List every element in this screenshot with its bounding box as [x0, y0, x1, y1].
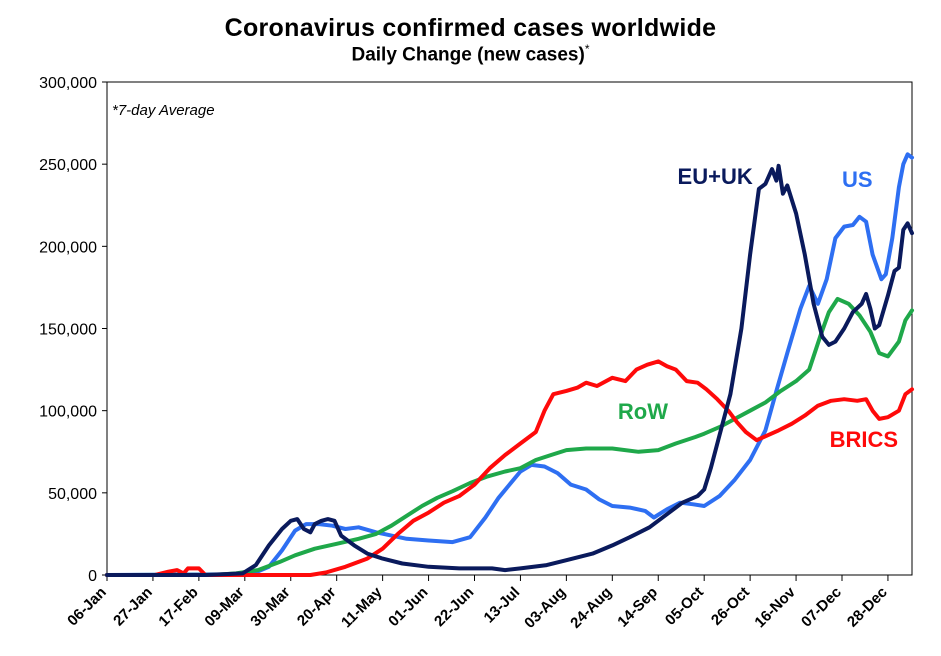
subtitle-footnote-mark: * — [584, 42, 590, 56]
x-tick-label: 14-Sep — [614, 584, 661, 631]
series-line-us — [105, 152, 914, 577]
chart-title: Coronavirus confirmed cases worldwide — [224, 14, 717, 42]
series-label-us: US — [842, 167, 873, 192]
x-tick-label: 01-Jun — [385, 584, 431, 630]
x-tick-label: 28-Dec — [844, 584, 891, 631]
x-tick-label: 20-Apr — [294, 584, 340, 630]
plot-area — [106, 81, 913, 576]
y-tick-label: 100,000 — [39, 404, 97, 421]
series-line-brics — [105, 359, 914, 577]
x-tick-label: 11-May — [338, 583, 386, 631]
average-note: *7-day Average — [112, 102, 215, 119]
series-labels: EU+UK US RoW BRICS — [618, 164, 898, 452]
series-label-euuk: EU+UK — [678, 164, 753, 189]
x-tick-label: 30-Mar — [247, 584, 293, 630]
series-label-brics: BRICS — [830, 427, 898, 452]
x-tick-label: 13-Jul — [481, 584, 524, 627]
chart-subtitle-text: Daily Change (new cases) — [351, 44, 585, 66]
series-label-row: RoW — [618, 399, 668, 424]
x-tick-label: 09-Mar — [201, 584, 247, 630]
x-tick-label: 16-Nov — [751, 583, 799, 631]
y-tick-label: 300,000 — [39, 75, 97, 92]
y-tick-label: 150,000 — [39, 322, 97, 339]
x-tick-label: 24-Aug — [567, 584, 615, 632]
x-axis: 06-Jan 27-Jan 17-Feb 09-Mar 30-Mar 20-Apr11-M… — [64, 575, 891, 632]
x-tick-label: 22-Jun — [431, 584, 477, 630]
x-tick-label: 07-Dec — [798, 584, 845, 631]
series-line-row — [105, 296, 914, 577]
series-lines — [105, 152, 914, 577]
y-tick-label: 200,000 — [39, 239, 97, 256]
x-tick-label: 27-Jan — [110, 584, 156, 630]
y-axis: 0 50,000 100,000 150,000 200,000 250,000 300,0… — [39, 75, 107, 585]
y-tick-label: 0 — [88, 568, 97, 585]
y-tick-label: 250,000 — [39, 157, 97, 174]
y-tick-label: 50,000 — [48, 486, 97, 503]
series-line-euuk — [105, 163, 914, 577]
x-tick-label: 17-Feb — [155, 584, 201, 630]
x-tick-label: 06-Jan — [64, 584, 110, 630]
x-tick-label: 03-Aug — [521, 584, 569, 632]
x-tick-label: 26-Oct — [708, 584, 753, 629]
x-tick-label: 05-Oct — [662, 584, 707, 629]
chart-subtitle: Daily Change (new cases)* — [0, 42, 941, 66]
